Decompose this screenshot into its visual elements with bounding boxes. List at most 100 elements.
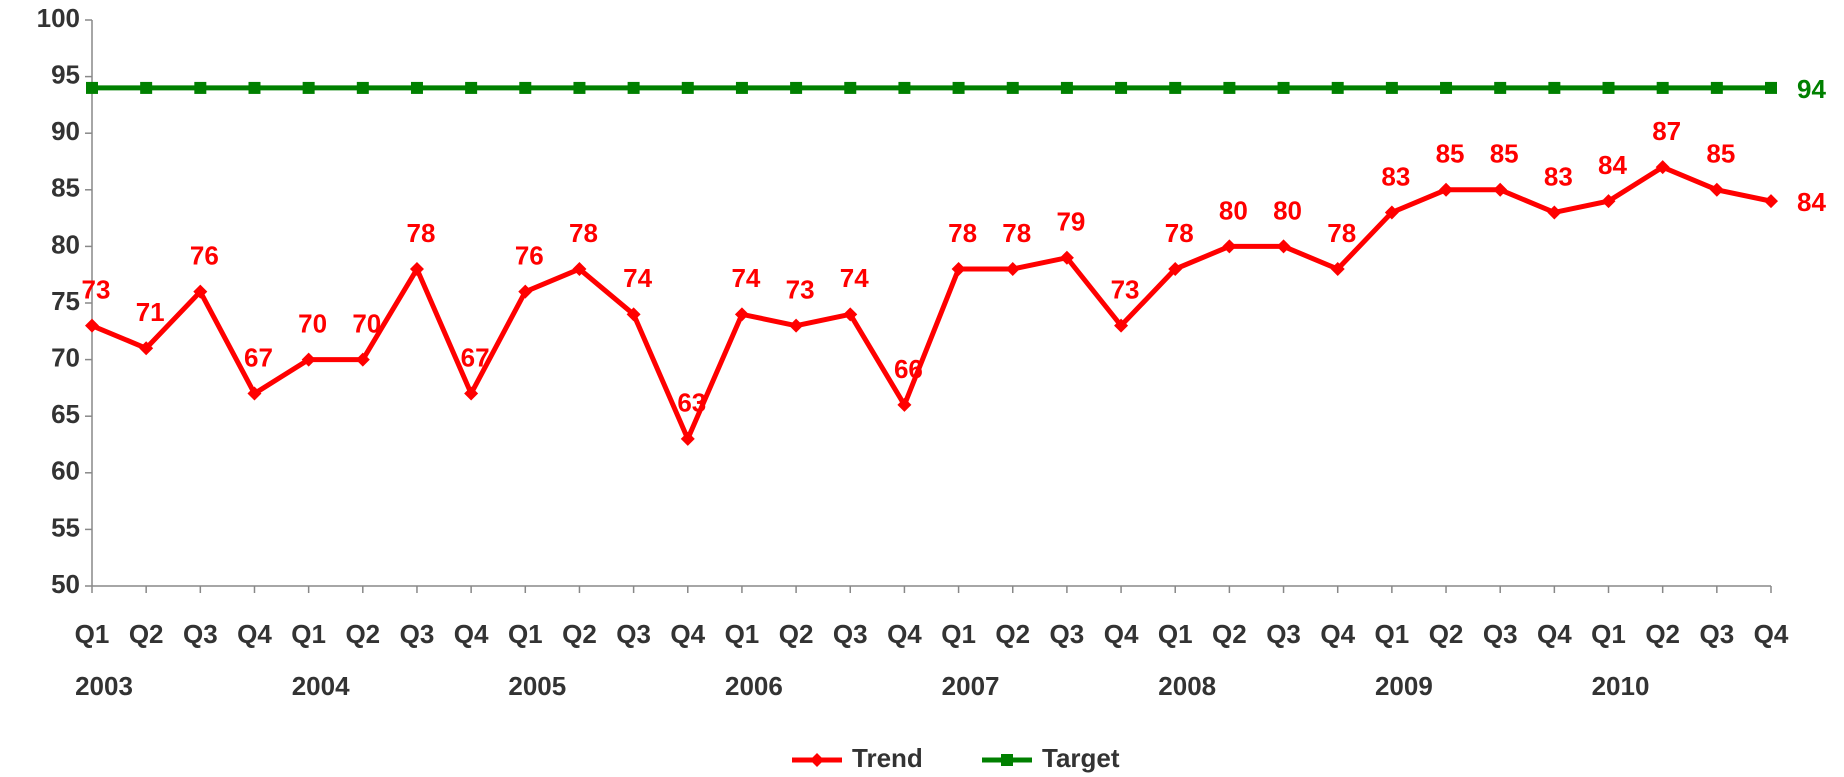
point xyxy=(1494,81,1507,94)
point xyxy=(573,81,586,94)
point xyxy=(1548,81,1561,94)
x-tick-label: Q3 xyxy=(1699,619,1734,649)
series-line xyxy=(91,164,1772,446)
point xyxy=(1493,182,1508,197)
point xyxy=(355,352,370,367)
data-label: 78 xyxy=(407,218,436,248)
data-label: 79 xyxy=(1056,207,1085,237)
y-tick-label: 60 xyxy=(51,456,80,486)
data-label: 85 xyxy=(1490,139,1519,169)
x-tick-label: Q3 xyxy=(1266,619,1301,649)
data-label: 66 xyxy=(894,354,923,384)
data-label: 78 xyxy=(948,218,977,248)
x-tick-label: Q1 xyxy=(725,619,760,649)
data-label: 74 xyxy=(731,263,760,293)
data-label: 76 xyxy=(515,241,544,271)
data-label: 78 xyxy=(1165,218,1194,248)
point xyxy=(86,81,98,94)
data-label: 73 xyxy=(1111,275,1140,305)
point xyxy=(1385,81,1398,94)
point xyxy=(1656,81,1669,94)
data-label: 94 xyxy=(1797,74,1826,104)
data-label: 73 xyxy=(786,275,815,305)
y-tick-label: 65 xyxy=(51,399,80,429)
point xyxy=(519,81,532,94)
x-tick-label: Q1 xyxy=(75,619,110,649)
point xyxy=(1602,81,1615,94)
data-label: 80 xyxy=(1219,195,1248,225)
x-tick-label: Q2 xyxy=(995,619,1030,649)
point xyxy=(1709,182,1724,197)
data-label: 70 xyxy=(298,308,327,338)
point xyxy=(140,81,153,94)
point xyxy=(1005,262,1020,277)
point xyxy=(247,386,262,401)
y-tick-label: 55 xyxy=(51,512,80,542)
x-tick-label: Q3 xyxy=(833,619,868,649)
point xyxy=(301,352,316,367)
point xyxy=(572,262,587,277)
data-label: 71 xyxy=(136,297,165,327)
legend-label: Trend xyxy=(852,743,923,773)
x-tick-label: Q2 xyxy=(129,619,164,649)
x-tick-label: Q3 xyxy=(183,619,218,649)
point xyxy=(844,81,857,94)
data-label: 78 xyxy=(569,218,598,248)
year-label: 2009 xyxy=(1375,671,1433,701)
point xyxy=(302,81,315,94)
y-tick-label: 85 xyxy=(51,173,80,203)
x-tick-label: Q1 xyxy=(508,619,543,649)
point xyxy=(898,81,911,94)
point xyxy=(1655,160,1670,175)
data-label: 80 xyxy=(1273,195,1302,225)
data-label: 67 xyxy=(244,342,273,372)
point xyxy=(1059,250,1074,265)
data-label: 73 xyxy=(82,275,111,305)
point xyxy=(680,431,695,446)
point xyxy=(681,81,694,94)
point xyxy=(843,307,858,322)
point xyxy=(626,307,641,322)
data-label: 74 xyxy=(840,263,869,293)
x-tick-label: Q1 xyxy=(941,619,976,649)
y-tick-label: 70 xyxy=(51,342,80,372)
point xyxy=(1277,81,1290,94)
data-label: 85 xyxy=(1436,139,1465,169)
year-label: 2007 xyxy=(942,671,1000,701)
x-tick-label: Q2 xyxy=(1645,619,1680,649)
legend-label: Target xyxy=(1042,743,1120,773)
point xyxy=(1764,194,1778,209)
legend-marker xyxy=(810,753,824,767)
year-label: 2003 xyxy=(75,671,133,701)
x-tick-label: Q3 xyxy=(400,619,435,649)
x-tick-label: Q4 xyxy=(1537,619,1572,649)
legend-marker xyxy=(1001,754,1013,766)
point xyxy=(951,262,966,277)
y-tick-label: 95 xyxy=(51,59,80,89)
point xyxy=(735,81,748,94)
x-tick-label: Q1 xyxy=(1158,619,1193,649)
point xyxy=(518,284,533,299)
point xyxy=(85,318,99,333)
point xyxy=(897,397,912,412)
x-tick-label: Q4 xyxy=(1754,619,1789,649)
data-label: 70 xyxy=(352,308,381,338)
point xyxy=(1222,239,1237,254)
point xyxy=(1169,81,1182,94)
x-tick-label: Q2 xyxy=(1212,619,1247,649)
point xyxy=(410,81,423,94)
year-label: 2006 xyxy=(725,671,783,701)
point xyxy=(1223,81,1236,94)
x-tick-label: Q2 xyxy=(779,619,814,649)
data-label: 84 xyxy=(1797,187,1826,217)
point xyxy=(1710,81,1723,94)
y-tick-label: 75 xyxy=(51,286,80,316)
data-label: 76 xyxy=(190,241,219,271)
data-label: 78 xyxy=(1327,218,1356,248)
point xyxy=(789,318,804,333)
data-label: 83 xyxy=(1381,161,1410,191)
point xyxy=(1601,194,1616,209)
x-tick-label: Q3 xyxy=(1483,619,1518,649)
point xyxy=(464,386,479,401)
